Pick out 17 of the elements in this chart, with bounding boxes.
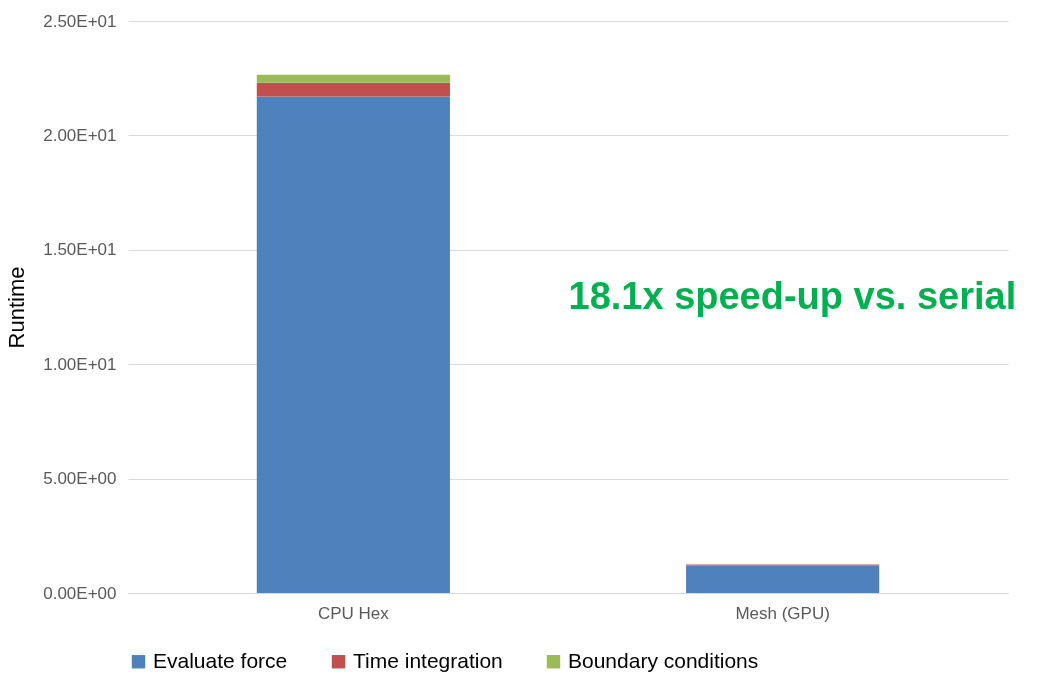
bar xyxy=(256,74,450,83)
bar xyxy=(686,565,880,593)
legend-label: Boundary conditions xyxy=(568,648,759,672)
x-tick-label: CPU Hex xyxy=(317,603,390,623)
bar xyxy=(256,82,450,97)
legend-label: Evaluate force xyxy=(153,648,288,672)
x-tick-label: Mesh (GPU) xyxy=(735,603,830,623)
y-axis-title: Runtime xyxy=(4,266,30,349)
y-tick-label: 0.00E+00 xyxy=(43,583,117,603)
y-tick-label: 1.50E+01 xyxy=(43,240,117,260)
y-tick-label: 5.00E+00 xyxy=(43,469,117,489)
legend-label: Time integration xyxy=(353,648,503,672)
bar xyxy=(256,96,450,593)
y-tick-label: 2.50E+01 xyxy=(43,11,117,31)
annotation: 18.1x speed-up vs. serial xyxy=(568,275,1017,318)
y-tick-label: 2.00E+01 xyxy=(43,125,117,145)
y-tick-label: 1.00E+01 xyxy=(43,354,117,374)
